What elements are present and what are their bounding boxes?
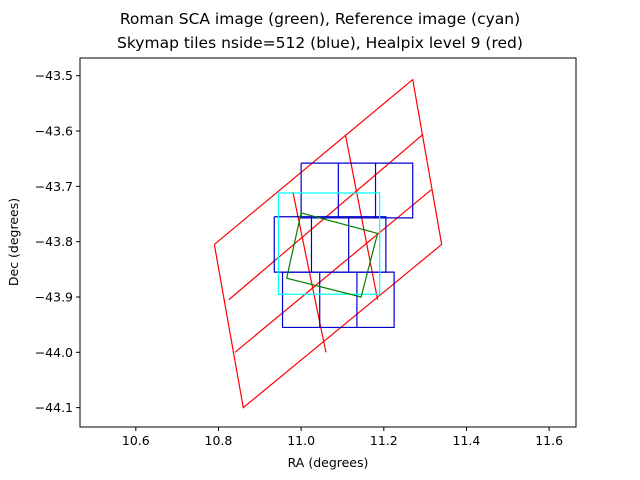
x-tick-label: 11.0 <box>287 433 315 448</box>
chart-title-line-2: Skymap tiles nside=512 (blue), Healpix l… <box>117 34 523 52</box>
reference-outline-14 <box>277 192 381 295</box>
y-axis: −43.5 −43.6 −43.7 −43.8 −43.9 −44.0 −44.1 <box>35 68 80 415</box>
chart-title-line-1: Roman SCA image (green), Reference image… <box>120 10 520 28</box>
x-tick-label: 10.6 <box>122 433 150 448</box>
y-tick-label: −43.5 <box>35 68 73 83</box>
x-tick-label: 11.6 <box>535 433 563 448</box>
healpix-outline-2 <box>234 189 432 353</box>
x-tick-label: 11.4 <box>453 433 481 448</box>
y-axis-label: Dec (degrees) <box>6 198 21 286</box>
healpix-outline-0 <box>213 78 443 409</box>
y-tick-label: −44.0 <box>35 345 73 360</box>
sca-outline-15 <box>285 212 379 298</box>
plot-frame <box>79 57 577 428</box>
series-layer <box>213 78 443 409</box>
x-axis: 10.6 10.8 11.0 11.2 11.4 11.6 <box>122 427 563 448</box>
y-tick-label: −44.1 <box>35 400 73 415</box>
y-tick-label: −43.6 <box>35 124 73 139</box>
x-tick-label: 10.8 <box>205 433 233 448</box>
x-tick-label: 11.2 <box>370 433 398 448</box>
y-tick-label: −43.8 <box>35 234 73 249</box>
y-tick-label: −43.7 <box>35 179 73 194</box>
x-axis-label: RA (degrees) <box>288 455 369 470</box>
plot-area <box>80 58 576 427</box>
y-tick-label: −43.9 <box>35 289 73 304</box>
